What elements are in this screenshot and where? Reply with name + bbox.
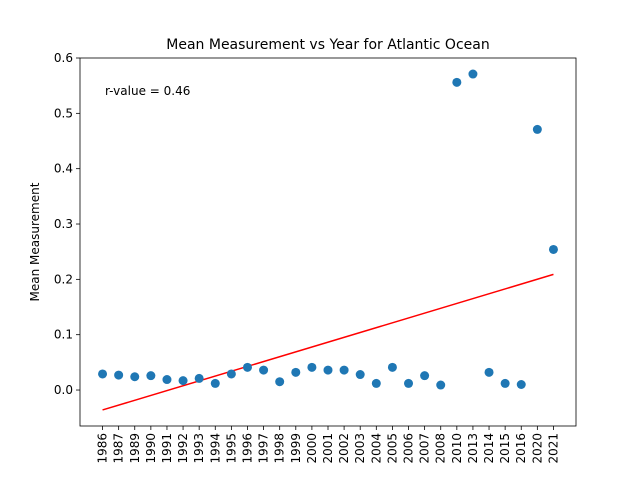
x-tick-label: 1997 <box>257 433 271 464</box>
x-tick-label: 2014 <box>482 433 496 464</box>
point <box>371 378 381 388</box>
y-axis-label: Mean Measurement <box>28 182 42 301</box>
regression-line <box>102 273 554 411</box>
y-tick-label: 0.6 <box>54 51 73 65</box>
point <box>98 369 108 379</box>
point <box>355 370 365 380</box>
point <box>516 379 526 389</box>
point <box>307 362 317 372</box>
x-tick-label: 2003 <box>353 433 367 464</box>
y-tick-label: 0.1 <box>54 328 73 342</box>
y-tick-label: 0.5 <box>54 106 73 120</box>
x-tick-label: 1999 <box>289 433 303 464</box>
x-tick-label: 1990 <box>144 433 158 464</box>
x-tick-label: 1994 <box>208 433 222 464</box>
point <box>210 378 220 388</box>
point <box>484 367 494 377</box>
point <box>162 375 172 385</box>
point <box>420 371 430 381</box>
x-tick-label: 2010 <box>450 433 464 464</box>
y-tick-label: 0.2 <box>54 272 73 286</box>
point <box>323 365 333 375</box>
point <box>146 371 156 381</box>
x-tick-label: 2015 <box>498 433 512 464</box>
x-tick-label: 1987 <box>112 433 126 464</box>
point <box>339 365 349 375</box>
point <box>500 378 510 388</box>
x-tick-label: 2006 <box>402 433 416 464</box>
point <box>226 369 236 379</box>
y-tick-label: 0.0 <box>54 383 73 397</box>
point <box>259 365 269 375</box>
point <box>130 372 140 382</box>
point <box>194 373 204 383</box>
point <box>387 362 397 372</box>
x-tick-label: 2007 <box>418 433 432 464</box>
annotation: r-value = 0.46 <box>105 84 190 98</box>
y-tick-label: 0.3 <box>54 217 73 231</box>
point <box>275 377 285 387</box>
point <box>532 124 542 134</box>
point <box>452 77 462 87</box>
x-tick-label: 1986 <box>96 433 110 464</box>
x-tick-label: 2002 <box>337 433 351 464</box>
x-tick-label: 2021 <box>546 433 560 464</box>
x-tick-label: 1996 <box>240 433 254 464</box>
x-tick-label: 2001 <box>321 433 335 464</box>
point <box>404 378 414 388</box>
x-tick-label: 2005 <box>385 433 399 464</box>
y-tick-label: 0.4 <box>54 162 73 176</box>
chart-title: Mean Measurement vs Year for Atlantic Oc… <box>166 37 489 53</box>
x-tick-label: 2016 <box>514 433 528 464</box>
x-tick-label: 2013 <box>466 433 480 464</box>
x-tick-label: 1995 <box>224 433 238 464</box>
x-tick-label: 1989 <box>128 433 142 464</box>
x-tick-label: 1993 <box>192 433 206 464</box>
point <box>291 367 301 377</box>
point <box>548 244 558 254</box>
point <box>114 370 124 380</box>
point <box>242 362 252 372</box>
point <box>178 376 188 386</box>
point <box>468 69 478 79</box>
x-tick-label: 2004 <box>369 433 383 464</box>
x-tick-label: 1998 <box>273 433 287 464</box>
x-tick-label: 2000 <box>305 433 319 464</box>
x-tick-label: 2020 <box>530 433 544 464</box>
x-tick-label: 1991 <box>160 433 174 464</box>
x-tick-label: 1992 <box>176 433 190 464</box>
x-tick-label: 2008 <box>434 433 448 464</box>
point <box>436 380 446 390</box>
